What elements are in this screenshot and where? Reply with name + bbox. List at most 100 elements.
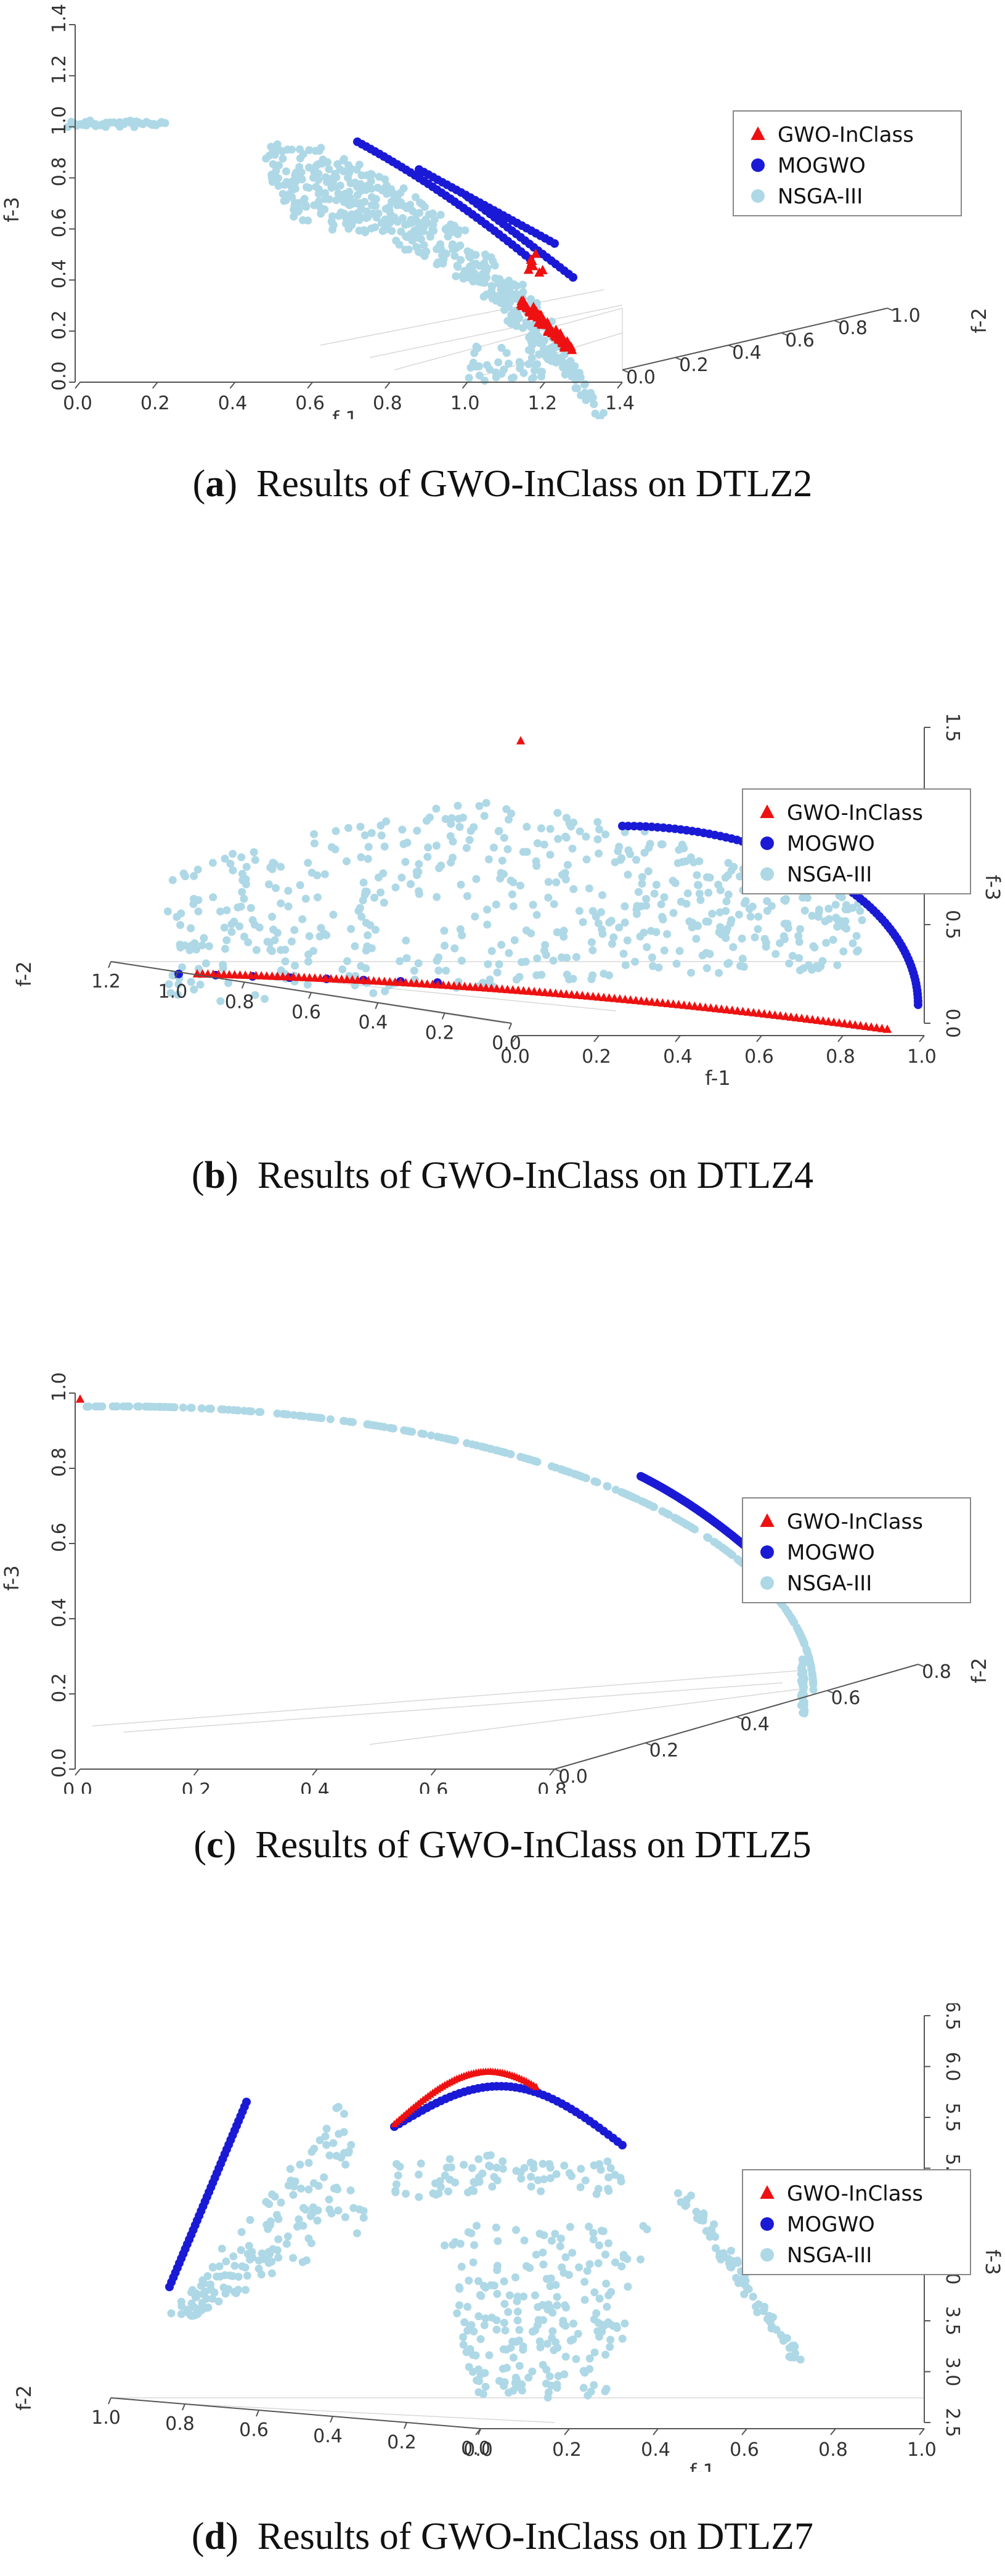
nsga-iii-point <box>512 975 521 984</box>
nsga-iii-point <box>364 931 372 939</box>
z-tick-label: 0.6 <box>785 330 815 351</box>
gwo-inclass-point <box>744 1007 753 1016</box>
gwo-inclass-point <box>760 2185 775 2199</box>
x-tick-mark <box>837 1035 844 1042</box>
nsga-iii-point <box>190 985 198 994</box>
nsga-iii-point <box>675 947 684 955</box>
nsga-iii-point <box>372 213 381 222</box>
nsga-iii-point <box>483 2151 492 2160</box>
nsga-iii-point <box>420 203 429 211</box>
x-tick-mark <box>919 2428 925 2435</box>
nsga-iii-point <box>165 980 173 989</box>
gwo-inclass-point <box>534 267 545 277</box>
nsga-iii-point <box>357 853 365 862</box>
z-tick-mark <box>554 1768 561 1772</box>
y-tick-label: 0.8 <box>49 1447 70 1477</box>
nsga-iii-point <box>576 2183 585 2191</box>
nsga-iii-point <box>493 2262 502 2270</box>
y-tick-label: 0.6 <box>49 208 70 238</box>
nsga-iii-point <box>677 898 685 906</box>
mogwo-point <box>242 2098 251 2106</box>
legend-entry: MOGWO <box>778 153 866 178</box>
nsga-iii-point <box>561 832 570 841</box>
nsga-iii-point <box>726 2246 735 2255</box>
nsga-iii-point <box>317 1414 326 1423</box>
nsga-iii-point <box>240 894 248 903</box>
gwo-inclass-point <box>877 1023 887 1032</box>
nsga-iii-point <box>284 902 293 910</box>
nsga-iii-point <box>734 2279 743 2288</box>
nsga-iii-point <box>450 944 459 952</box>
nsga-iii-point <box>576 827 584 836</box>
gwo-inclass-point <box>535 987 544 996</box>
gwo-inclass-point <box>551 988 560 997</box>
gwo-inclass-point <box>599 992 609 1002</box>
nsga-iii-point <box>194 907 203 916</box>
gwo-inclass-point <box>818 1016 828 1025</box>
nsga-iii-point <box>566 357 575 366</box>
nsga-iii-point <box>166 989 175 997</box>
nsga-iii-point <box>123 1402 131 1411</box>
nsga-iii-point <box>726 1550 734 1558</box>
nsga-iii-point <box>392 2180 401 2189</box>
gwo-inclass-point <box>685 1000 694 1010</box>
nsga-iii-point <box>724 871 732 880</box>
nsga-iii-point <box>355 160 364 169</box>
legend-entry: GWO-InClass <box>787 1510 923 1534</box>
nsga-iii-point <box>505 284 514 292</box>
nsga-iii-point <box>415 889 423 898</box>
nsga-iii-point <box>498 856 507 865</box>
nsga-iii-point <box>612 2324 621 2333</box>
nsga-iii-point <box>669 909 678 917</box>
nsga-iii-point <box>264 2225 272 2233</box>
nsga-iii-point <box>359 878 368 887</box>
nsga-iii-point <box>715 908 724 917</box>
nsga-iii-point <box>453 229 462 237</box>
x-tick-mark <box>919 1035 925 1042</box>
gwo-inclass-point <box>792 1013 801 1021</box>
nsga-iii-point <box>779 2336 787 2345</box>
nsga-iii-point <box>402 936 410 945</box>
nsga-iii-point <box>634 888 643 896</box>
nsga-iii-point <box>549 956 558 965</box>
nsga-iii-point <box>257 2270 266 2279</box>
nsga-iii-point <box>524 2373 533 2382</box>
nsga-iii-point <box>227 928 236 936</box>
z-tick-label: 0.6 <box>831 1688 861 1709</box>
nsga-iii-point <box>263 938 272 946</box>
nsga-iii-point <box>508 890 516 899</box>
gwo-inclass-point <box>749 1008 759 1016</box>
gwo-inclass-point <box>497 984 507 993</box>
nsga-iii-point <box>472 342 481 351</box>
panel-d: 0.0 0.2 0.4 0.6 0.8 1.0 f-2 0.0 0.2 0.4 0.6 0.8 1.0 f… <box>0 2003 1005 2570</box>
nsga-iii-point <box>484 855 493 864</box>
y-tick-label: 0.4 <box>49 1598 70 1627</box>
nsga-iii-point <box>273 140 282 149</box>
nsga-iii-point <box>537 2187 545 2196</box>
nsga-iii-point <box>574 2329 582 2338</box>
nsga-iii-point <box>446 2155 454 2164</box>
nsga-iii-point <box>219 1405 228 1414</box>
nsga-iii-point <box>415 2170 423 2179</box>
nsga-iii-point <box>198 941 206 949</box>
nsga-iii-point <box>549 350 557 358</box>
nsga-iii-point <box>545 2372 554 2381</box>
nsga-iii-point <box>695 857 704 865</box>
caption-b-label: b <box>204 1155 226 1196</box>
caption-d-text: Results of GWO-InClass on DTLZ7 <box>257 2516 814 2558</box>
x-tick-mark <box>756 1035 762 1042</box>
nsga-iii-point <box>523 848 531 856</box>
nsga-iii-point <box>177 909 185 918</box>
nsga-iii-point <box>218 2244 226 2253</box>
nsga-iii-point <box>744 2285 753 2294</box>
nsga-iii-point <box>302 2256 311 2265</box>
nsga-iii-point <box>396 2162 404 2171</box>
nsga-iii-point <box>332 2183 341 2192</box>
nsga-iii-point <box>749 2292 757 2301</box>
z-tick-label: 0.4 <box>740 1714 770 1735</box>
gwo-inclass-point <box>532 2082 540 2090</box>
gwo-inclass-point <box>802 1014 812 1023</box>
nsga-iii-point <box>314 176 323 184</box>
nsga-iii-point <box>447 814 456 822</box>
gwo-inclass-point <box>722 1005 731 1013</box>
